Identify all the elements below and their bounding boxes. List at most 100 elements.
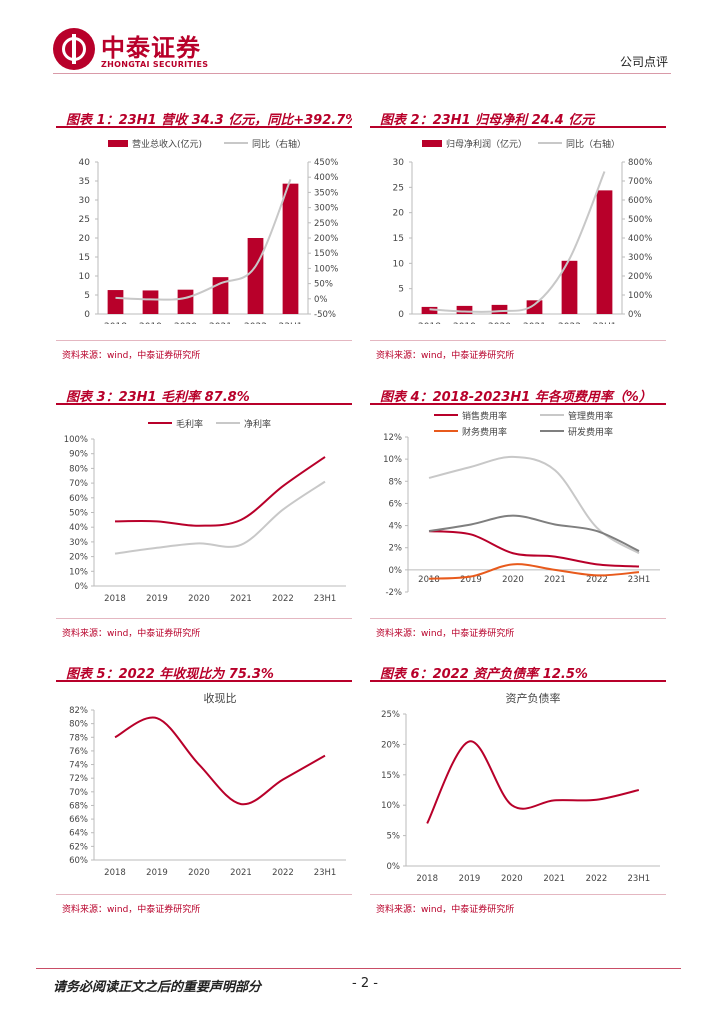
chart-6-divider bbox=[370, 894, 666, 895]
y-tick-label: 0% bbox=[387, 862, 401, 872]
x-tick-label: 2021 bbox=[523, 322, 546, 324]
y-tick-label: 12% bbox=[383, 433, 402, 443]
y-tick-label: 5 bbox=[398, 285, 404, 295]
chart-1-title: 图表 1：23H1 营收 34.3 亿元，同比+392.7% bbox=[66, 113, 352, 128]
y2-tick-label: 0% bbox=[314, 295, 328, 305]
x-tick-label: 2019 bbox=[453, 322, 476, 324]
legend-label-2: 净利率 bbox=[244, 418, 271, 430]
series-line-3 bbox=[428, 563, 640, 580]
x-tick-label: 2018 bbox=[104, 594, 126, 604]
legend-label-4: 研发费用率 bbox=[568, 426, 613, 438]
y-tick-label: 6% bbox=[389, 499, 403, 509]
x-tick-label: 2019 bbox=[146, 594, 168, 604]
x-tick-label: 2021 bbox=[209, 322, 232, 324]
chart-5-divider bbox=[56, 894, 352, 895]
x-tick-label: 2018 bbox=[416, 874, 438, 884]
x-tick-label: 2020 bbox=[188, 594, 210, 604]
x-tick-label: 2020 bbox=[174, 322, 197, 324]
chart-2-divider bbox=[370, 340, 666, 341]
y2-tick-label: 250% bbox=[314, 219, 338, 229]
x-tick-label: 2019 bbox=[459, 874, 481, 884]
logo-cn: 中泰证券 bbox=[101, 34, 201, 62]
y-tick-label: 4% bbox=[389, 522, 403, 532]
y-tick-label: 40% bbox=[69, 523, 88, 533]
chart-1-source: 资料来源：wind，中泰证券研究所 bbox=[62, 351, 201, 361]
y-tick-label: 25 bbox=[393, 183, 404, 193]
y-tick-label: 60% bbox=[69, 856, 88, 866]
y2-tick-label: 600% bbox=[628, 196, 652, 206]
y2-tick-label: 200% bbox=[628, 272, 652, 282]
y-tick-label: 68% bbox=[69, 801, 88, 811]
y-tick-label: 10 bbox=[79, 272, 91, 282]
y-tick-label: 80% bbox=[69, 720, 88, 730]
y2-tick-label: 300% bbox=[628, 253, 652, 263]
chart-6-title: 图表 6：2022 资产负债率 12.5% bbox=[380, 667, 588, 682]
chart-5-source: 资料来源：wind，中泰证券研究所 bbox=[62, 905, 201, 915]
y2-tick-label: 300% bbox=[314, 204, 338, 214]
y-tick-label: 66% bbox=[69, 815, 88, 825]
legend-swatch-bar bbox=[108, 140, 128, 147]
y-tick-label: 0 bbox=[84, 310, 90, 320]
y-tick-label: 20% bbox=[381, 740, 400, 750]
y2-tick-label: 100% bbox=[628, 291, 652, 301]
y-tick-label: 15% bbox=[381, 771, 400, 781]
legend-swatch-bar bbox=[422, 140, 442, 147]
y2-tick-label: 150% bbox=[314, 249, 338, 259]
yoy-line bbox=[429, 171, 606, 313]
y2-tick-label: 0% bbox=[628, 310, 642, 320]
bar bbox=[282, 183, 299, 314]
y-tick-label: 35 bbox=[79, 177, 90, 187]
y-tick-label: 64% bbox=[69, 829, 88, 839]
y2-tick-label: 500% bbox=[628, 215, 652, 225]
chart-4-divider bbox=[370, 618, 666, 619]
chart-3-source: 资料来源：wind，中泰证券研究所 bbox=[62, 629, 201, 639]
y-tick-label: 72% bbox=[69, 774, 88, 784]
x-tick-label: 2022 bbox=[244, 322, 267, 324]
y-tick-label: 8% bbox=[389, 477, 403, 487]
bar bbox=[491, 304, 508, 314]
y2-tick-label: 350% bbox=[314, 188, 338, 198]
x-tick-label: 23H1 bbox=[628, 575, 651, 585]
bar bbox=[142, 290, 159, 314]
chart-2: 0510152025300%100%200%300%400%500%600%70… bbox=[393, 138, 653, 324]
chart-5: 60% 62% 64% 66% 68% 70% 72% 74% 76% 78% 80% 82% 2018… bbox=[69, 691, 346, 878]
logo: 中泰证券 ZHONGTAI SECURITIES bbox=[53, 28, 253, 72]
series-line-2 bbox=[428, 455, 640, 555]
logo-mark-icon bbox=[53, 28, 95, 70]
x-tick-label: 2022 bbox=[558, 322, 581, 324]
series-line-1 bbox=[114, 716, 326, 806]
y-tick-label: -2% bbox=[385, 588, 402, 598]
bar bbox=[456, 305, 473, 314]
legend-label-line: 同比（右轴） bbox=[566, 138, 620, 150]
y-tick-label: 0 bbox=[398, 310, 404, 320]
chart-3: 0% 10% 20% 30% 40% 50% 60% 70% 80% 90% 100% 2018 201… bbox=[64, 418, 346, 604]
chart-5-title: 图表 5：2022 年收现比为 75.3% bbox=[66, 667, 274, 682]
chart-1: 0 5 10 15 20 25 30 35 40 -50% 0% 50% 100% 150% 200% 250… bbox=[79, 138, 339, 324]
x-tick-label: 23H1 bbox=[593, 322, 617, 324]
x-tick-label: 2020 bbox=[488, 322, 511, 324]
footer-divider bbox=[36, 968, 681, 969]
x-tick-label: 23H1 bbox=[279, 322, 303, 324]
y-tick-label: 2% bbox=[389, 544, 403, 554]
y-tick-label: 40 bbox=[79, 158, 91, 168]
y2-tick-label: -50% bbox=[314, 310, 336, 320]
y-tick-label: 82% bbox=[69, 706, 88, 716]
bar bbox=[107, 290, 124, 314]
chart-4-title: 图表 4：2018-2023H1 年各项费用率（%） bbox=[380, 390, 652, 405]
legend-label-bar: 归母净利润（亿元） bbox=[446, 138, 527, 150]
y-tick-label: 80% bbox=[69, 464, 88, 474]
series-line-1 bbox=[426, 740, 640, 824]
y-tick-label: 10% bbox=[381, 801, 400, 811]
x-tick-label: 2018 bbox=[418, 322, 441, 324]
y-tick-label: 70% bbox=[69, 788, 88, 798]
bar bbox=[247, 238, 264, 314]
chart-2-source: 资料来源：wind，中泰证券研究所 bbox=[376, 351, 515, 361]
y-tick-label: 5% bbox=[387, 832, 401, 842]
y-tick-label: 0% bbox=[389, 566, 403, 576]
x-tick-label: 2020 bbox=[188, 868, 210, 878]
x-tick-label: 2022 bbox=[586, 874, 608, 884]
y-tick-label: 30% bbox=[69, 538, 88, 548]
y-tick-label: 10 bbox=[393, 259, 405, 269]
y-tick-label: 70% bbox=[69, 479, 88, 489]
doc-type: 公司点评 bbox=[619, 55, 668, 69]
